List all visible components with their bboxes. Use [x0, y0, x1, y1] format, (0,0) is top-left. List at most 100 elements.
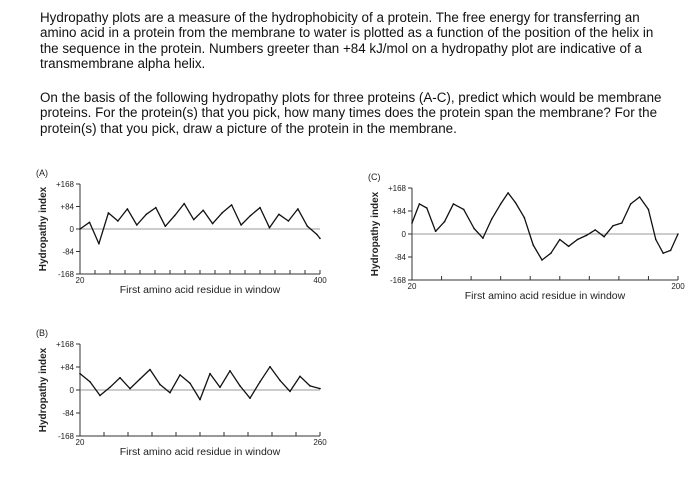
data-point [117, 220, 119, 222]
data-point [155, 206, 157, 209]
y-tick-label: -168 [390, 276, 407, 285]
data-point [532, 244, 534, 246]
data-point [507, 192, 509, 194]
x-tick-label: 20 [76, 276, 85, 285]
data-point [523, 216, 526, 219]
y-tick-label: +168 [388, 184, 407, 193]
data-point [88, 221, 91, 224]
hydropathy-series-line [79, 202, 321, 245]
data-point [209, 372, 211, 375]
data-point [126, 208, 129, 210]
y-tick-label: +84 [392, 207, 406, 216]
data-point [289, 390, 291, 393]
data-point [491, 218, 493, 220]
data-point [426, 207, 428, 209]
data-point [585, 234, 588, 237]
x-axis-label: First amino acid residue in window [120, 284, 281, 296]
data-point [239, 385, 241, 387]
hydropathy-series-line [411, 192, 679, 261]
data-point [443, 220, 446, 223]
data-point [202, 209, 204, 212]
y-tick-label: -168 [58, 270, 75, 279]
data-point [136, 224, 138, 226]
data-point [219, 386, 221, 389]
data-point [669, 249, 672, 252]
x-tick-label: 260 [313, 438, 327, 447]
y-tick-label: +84 [60, 203, 74, 212]
data-point [677, 233, 679, 235]
y-axis-label: Hydropathy index [370, 191, 381, 276]
data-point [452, 203, 455, 205]
data-point [629, 203, 632, 205]
data-point [173, 214, 176, 217]
data-point [594, 229, 596, 231]
data-point [89, 381, 91, 383]
data-point [473, 227, 475, 230]
data-point [576, 238, 579, 241]
y-tick-label: +84 [60, 363, 74, 372]
x-tick-label: 20 [76, 438, 85, 447]
data-point [211, 222, 214, 225]
data-point [221, 212, 223, 214]
y-tick-label: 0 [402, 230, 407, 239]
data-point [514, 201, 517, 204]
y-axis-label: Hydropathy index [38, 347, 49, 432]
data-point [647, 208, 650, 211]
data-point [309, 385, 311, 387]
data-point [269, 365, 271, 368]
data-point [169, 391, 171, 394]
data-point [164, 225, 167, 228]
data-point [249, 214, 252, 217]
data-point [149, 368, 151, 371]
data-point [145, 213, 148, 216]
x-tick-label: 20 [408, 282, 417, 291]
data-point [109, 386, 111, 389]
data-point [612, 225, 614, 227]
x-tick-label: 400 [313, 276, 327, 285]
data-point [567, 245, 570, 248]
y-tick-label: 0 [70, 386, 75, 395]
question-paragraph-1: Hydropathy plots are a measure of the hy… [40, 10, 654, 71]
y-tick-label: 0 [70, 225, 75, 234]
data-point [287, 220, 290, 222]
data-point [319, 387, 321, 390]
data-point [621, 222, 623, 224]
y-tick-label: +168 [56, 340, 75, 349]
y-tick-label: -84 [394, 253, 406, 262]
data-point [179, 374, 181, 376]
y-tick-label: -84 [62, 248, 74, 257]
data-point [550, 252, 552, 254]
data-point [99, 394, 101, 397]
data-point [259, 381, 261, 383]
data-point [259, 206, 261, 209]
data-point [482, 237, 484, 239]
data-point [299, 375, 301, 378]
data-point [79, 372, 81, 375]
data-point [129, 387, 131, 390]
data-point [662, 252, 664, 254]
data-point [279, 379, 281, 382]
data-point [316, 233, 318, 236]
data-point [297, 208, 299, 210]
data-point [183, 202, 185, 205]
x-axis-label: First amino acid residue in window [120, 446, 281, 458]
data-point [268, 226, 271, 229]
data-point [319, 237, 321, 240]
data-point [139, 378, 141, 380]
data-point [603, 235, 605, 238]
data-point [230, 204, 233, 206]
data-point [541, 259, 543, 261]
hydropathy-series-line [79, 366, 321, 401]
data-point [119, 376, 121, 379]
data-point [249, 397, 251, 399]
x-axis-label: First amino acid residue in window [465, 290, 626, 302]
data-point [418, 203, 421, 205]
data-point [278, 213, 280, 216]
data-point [499, 203, 502, 205]
y-tick-label: +168 [56, 180, 75, 189]
data-point [189, 382, 191, 384]
y-axis-label: Hydropathy index [38, 186, 49, 271]
